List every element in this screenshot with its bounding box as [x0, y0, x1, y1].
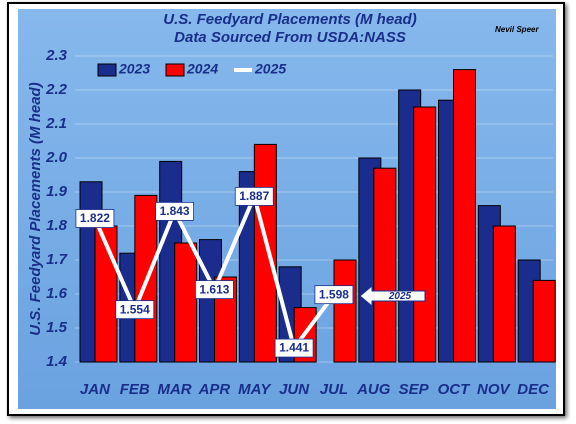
- annotation-arrow: [359, 284, 426, 308]
- x-tick-label: JUN: [279, 381, 310, 398]
- bar: [174, 242, 198, 363]
- bar: [333, 259, 357, 363]
- value-label: 1.843: [160, 204, 190, 218]
- y-tick-label: 1.4: [46, 353, 68, 370]
- y-tick-label: 1.6: [46, 285, 68, 302]
- y-tick-label: 2.0: [45, 149, 68, 166]
- x-tick-label: MAY: [238, 381, 272, 398]
- y-axis-label: U.S. Feedyard Placements (M head): [27, 82, 44, 335]
- value-label-box: [75, 209, 115, 228]
- x-tick-label: MAR: [157, 381, 191, 398]
- value-label: 1.822: [80, 211, 110, 225]
- value-label: 1.598: [319, 287, 349, 301]
- x-tick-label: NOV: [477, 381, 512, 398]
- x-tick-label: APR: [198, 381, 231, 398]
- x-tick-label: JAN: [80, 381, 111, 398]
- value-label-box: [195, 280, 234, 299]
- value-label: 1.441: [279, 341, 309, 355]
- value-label: 1.887: [239, 189, 269, 203]
- chart-subtitle: Data Sourced From USDA:NASS: [174, 29, 406, 46]
- bar: [532, 279, 556, 363]
- x-tick-label: SEP: [399, 381, 430, 398]
- annotation: 2025: [359, 284, 426, 308]
- value-label-box: [274, 338, 314, 358]
- x-tick-label: OCT: [438, 381, 472, 398]
- bar: [373, 167, 397, 363]
- x-tick-label: FEB: [120, 381, 150, 398]
- chart-title: U.S. Feedyard Placements (M head): [163, 11, 416, 28]
- value-label-box: [115, 300, 155, 320]
- bar: [453, 69, 476, 363]
- y-tick-label: 1.9: [46, 183, 68, 200]
- y-tick-label: 2.3: [45, 47, 68, 64]
- author: Nevil Speer: [495, 25, 539, 34]
- y-tick-label: 1.5: [46, 319, 68, 336]
- value-label: 1.613: [199, 282, 229, 296]
- value-label-box: [314, 285, 354, 305]
- y-tick-label: 2.2: [45, 81, 68, 98]
- x-tick-label: DEC: [517, 381, 550, 398]
- plot: 1.4 1.5 1.6 1.7 1.8 1.9 2.0 2.1 2.2 2.3 JAN FEB MAR A…: [45, 47, 556, 398]
- legend-label: 2023: [118, 61, 150, 77]
- value-label: 1.554: [120, 302, 150, 316]
- bar: [492, 225, 516, 363]
- value-label-box: [234, 187, 274, 206]
- y-tick-label: 1.7: [46, 251, 68, 268]
- x-tick-label: JUL: [320, 381, 348, 398]
- legend-swatch: [165, 63, 185, 77]
- legend-swatch: [97, 63, 117, 77]
- x-tick-label: AUG: [356, 381, 391, 398]
- annotation-text: 2025: [388, 291, 412, 302]
- y-tick-label: 1.8: [46, 217, 68, 234]
- bar: [253, 143, 277, 363]
- legend-label: 2024: [186, 61, 218, 77]
- value-label-box: [155, 201, 194, 221]
- bar: [413, 106, 437, 363]
- y-tick-label: 2.1: [45, 115, 67, 132]
- legend-label: 2025: [254, 61, 286, 77]
